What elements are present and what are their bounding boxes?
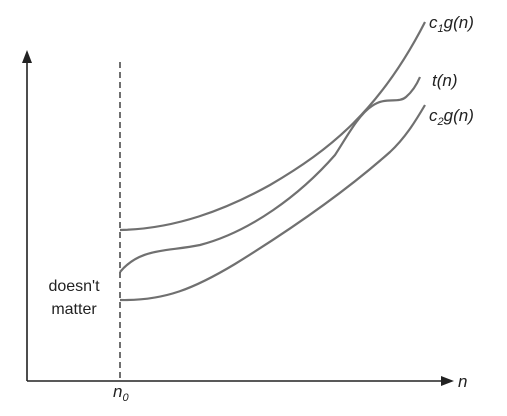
- x-tick-n0: n0: [113, 382, 129, 404]
- curve-c2gn: [119, 104, 426, 302]
- series-label-c2gn: c2g(n): [429, 106, 474, 128]
- curve-c1gn: [119, 21, 426, 232]
- x-axis-arrowhead: [441, 376, 454, 386]
- series-label-tn: t(n): [432, 71, 458, 90]
- y-axis-arrowhead: [22, 50, 32, 63]
- series-label-c1gn: c1g(n): [429, 13, 474, 35]
- annotation-line-2: matter: [51, 301, 97, 318]
- x-axis-label: n: [458, 372, 467, 391]
- curve-tn: [119, 76, 422, 273]
- annotation-line-1: doesn't: [48, 278, 100, 295]
